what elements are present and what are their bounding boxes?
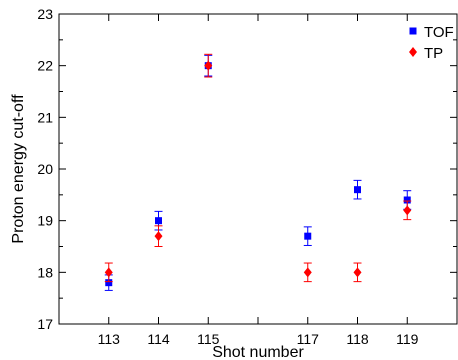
plot-frame <box>58 13 458 325</box>
data-point-tof <box>105 279 113 287</box>
y-tick-label: 21 <box>37 109 53 125</box>
series-tp <box>104 53 412 283</box>
y-tick-label: 18 <box>37 264 53 280</box>
x-tick-label: 115 <box>197 331 220 347</box>
y-tick-label: 23 <box>37 6 53 22</box>
y-tick-label: 20 <box>37 161 53 177</box>
legend-label-tof: TOF <box>424 24 454 41</box>
data-point-tp <box>303 267 312 278</box>
data-point-tp <box>204 60 213 71</box>
y-tick-labels: 17 18 19 20 21 22 23 <box>37 6 53 332</box>
data-point-tof <box>403 196 411 204</box>
data-point-tof <box>304 232 312 240</box>
data-point-tp <box>154 231 163 242</box>
series-tof <box>104 54 412 291</box>
x-tick-label: 118 <box>346 331 369 347</box>
y-tick-label: 17 <box>37 316 53 332</box>
data-point-tp <box>104 267 113 278</box>
x-tick-labels: 113 114 115 117 118 119 <box>98 331 419 347</box>
legend-marker-tof <box>409 27 417 35</box>
y-axis-label: Proton energy cut-off <box>10 94 27 244</box>
y-tick-label: 19 <box>37 213 53 229</box>
legend-marker-tp <box>409 47 417 57</box>
y-tick-label: 22 <box>37 58 53 74</box>
x-tick-label: 119 <box>396 331 419 347</box>
data-point-tp <box>403 205 412 216</box>
x-axis-label: Shot number <box>212 344 304 360</box>
data-point-tof <box>155 217 162 225</box>
legend-label-tp: TP <box>424 45 443 62</box>
x-tick-label: 113 <box>98 331 121 347</box>
data-series <box>104 53 412 291</box>
legend: TOF TP <box>409 24 454 62</box>
data-point-tof <box>354 186 361 194</box>
x-tick-label: 117 <box>297 331 320 347</box>
axis-ticks <box>58 13 458 325</box>
x-tick-label: 114 <box>147 331 170 347</box>
data-point-tp <box>353 267 362 278</box>
